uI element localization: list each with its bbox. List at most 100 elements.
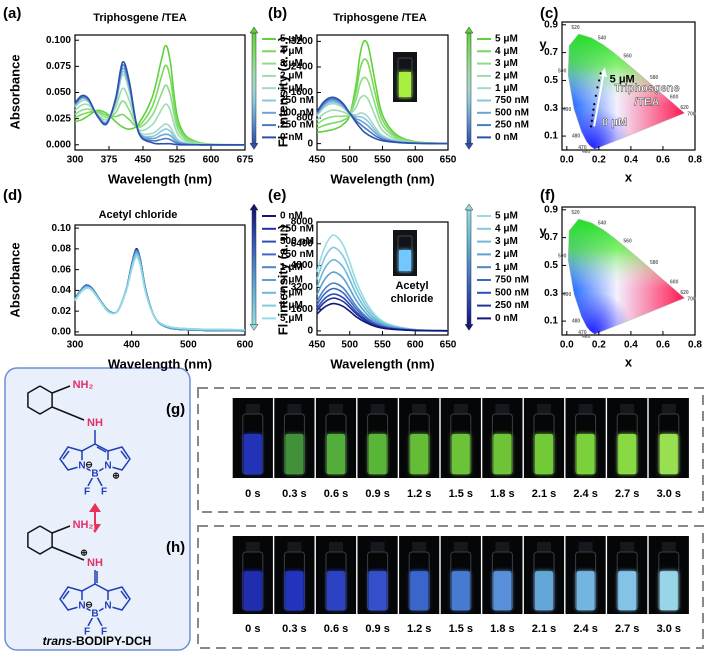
wavelength-label: 520 [571, 25, 580, 31]
vial-solution [493, 434, 512, 474]
time-label: 1.8 s [490, 623, 514, 635]
vial-cap [329, 404, 343, 414]
vial-solution [451, 571, 470, 611]
legend-label: 250 nM [495, 120, 529, 131]
x-axis-label: Wavelength (nm) [330, 356, 434, 371]
plot-frame [561, 206, 696, 336]
time-label: 1.5 s [449, 488, 473, 500]
spectrum-line [316, 96, 449, 145]
bond [62, 450, 70, 460]
name-prefix: trans [43, 634, 73, 648]
vial-solution [659, 434, 678, 474]
vial-cap [578, 404, 593, 414]
cie-point [591, 114, 594, 117]
vial-cap [245, 404, 260, 414]
y-tick-label: 0 [307, 326, 313, 337]
spectrum-line [74, 249, 246, 332]
spectrum-line [74, 248, 246, 332]
cie-point [594, 94, 597, 97]
wavelength-label: 490 [563, 107, 572, 113]
legend-label: 5 μM [280, 34, 303, 45]
charge-label: ⊖ [85, 459, 93, 469]
plot-frame [74, 224, 246, 336]
spectrum-line [74, 64, 246, 146]
time-label: 2.7 s [615, 488, 639, 500]
time-label: 0.6 s [324, 623, 348, 635]
bond [107, 446, 131, 471]
legend-label: 1 μM [495, 262, 518, 273]
compound-name: trans-BODIPY-DCH [43, 634, 152, 648]
spectrum-line [74, 249, 246, 332]
wavelength-label: 470 [578, 145, 587, 151]
legend-label: 750 nM [495, 95, 529, 106]
legend-label: 0 nM [280, 132, 303, 143]
y-tick-label: 0.7 [544, 47, 558, 58]
legend-label: 4 μM [495, 46, 518, 57]
legend-label: 0 nM [495, 132, 518, 143]
legend-label: 500 nM [280, 236, 314, 247]
legend-arrow-head [249, 26, 259, 34]
vial-solution [618, 571, 637, 611]
legend-label: 0 nM [280, 211, 303, 222]
y-tick-label: 0.025 [46, 113, 71, 124]
legend-label: 1 μM [280, 83, 303, 94]
time-label: 2.1 s [532, 488, 556, 500]
time-label: 1.5 s [449, 623, 473, 635]
x-axis-label: Wavelength (nm) [108, 356, 212, 371]
x-tick-label: 450 [309, 340, 326, 351]
legend-arrow-bar [251, 209, 257, 325]
wavelength-label: 520 [571, 210, 580, 216]
trend-arrow [593, 73, 605, 127]
bond [51, 546, 85, 561]
y-tick-label: 0 [307, 138, 313, 149]
atom-label: F [84, 487, 90, 498]
amine-label: NH₂ [73, 379, 94, 391]
wavelength-label: 540 [598, 221, 607, 227]
y-tick-label: 0.1 [544, 316, 558, 327]
wavelength-label: 700 [687, 297, 696, 303]
spectrum-line [316, 39, 449, 145]
cie-point [596, 86, 599, 89]
y-axis-label: Fl. intensity (a. u.) [275, 37, 290, 148]
panel-label: (f) [540, 187, 555, 204]
x-tick-label: 675 [237, 155, 254, 166]
y-tick-label: 0.9 [544, 19, 558, 30]
legend-label: 2 μM [495, 71, 518, 82]
time-label: 3.0 s [657, 623, 681, 635]
x-tick-label: 550 [374, 155, 391, 166]
vial-solution [243, 571, 262, 611]
y-tick-label: 0.00 [52, 327, 72, 338]
time-label: 1.8 s [490, 488, 514, 500]
x-tick-label: 300 [67, 155, 84, 166]
time-label: 0.9 s [365, 623, 389, 635]
vial-solution [327, 434, 345, 474]
name-main: -BODIPY-DCH [72, 634, 151, 648]
plot-frame [316, 221, 449, 336]
legend-label: 0 nM [495, 313, 518, 324]
y-tick-label: 0.5 [544, 75, 558, 86]
wavelength-label: 470 [578, 330, 587, 336]
cie-color-layer [568, 219, 685, 335]
vial-solution [451, 434, 470, 474]
spectrum-line [74, 253, 246, 331]
legend-label: 4 μM [280, 300, 303, 311]
bond [107, 586, 131, 611]
y-tick-label: 0.075 [46, 61, 71, 72]
y-tick-label: 8000 [291, 217, 314, 228]
time-label: 2.7 s [615, 623, 639, 635]
y-tick-label: 1600 [291, 304, 314, 315]
x-tick-label: 400 [123, 340, 140, 351]
spectrum-line [74, 251, 246, 331]
x-tick-label: 600 [407, 340, 424, 351]
cie-point [597, 79, 601, 82]
vial-cap [412, 404, 427, 414]
x-axis-label: x [625, 354, 633, 369]
bond [87, 472, 96, 487]
y-axis-label: y [539, 223, 547, 238]
vial-cap [453, 542, 468, 552]
legend-label: 750 nM [280, 249, 314, 260]
bond [120, 590, 128, 600]
atom-label: F [101, 627, 107, 638]
legend-label: 500 nM [495, 287, 529, 298]
vial-cap [661, 404, 676, 414]
